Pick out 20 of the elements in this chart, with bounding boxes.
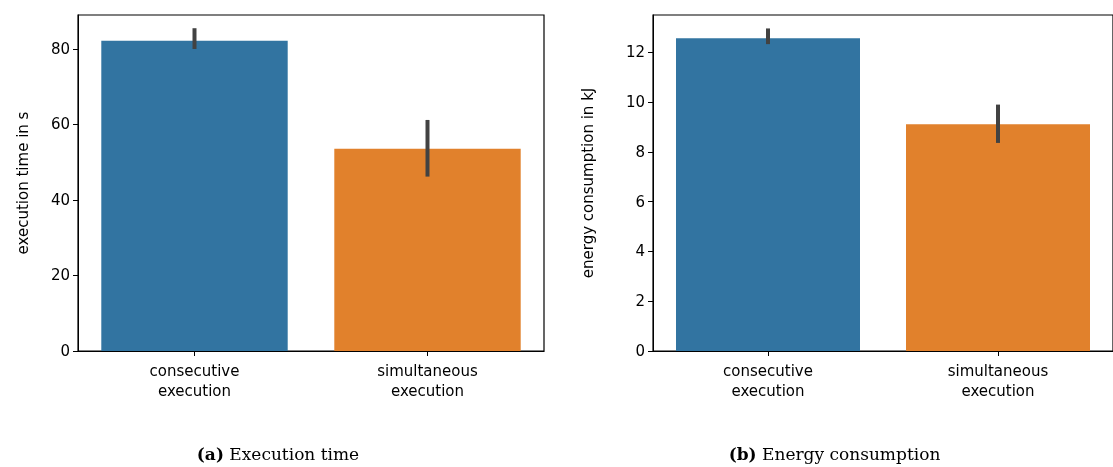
y-tick-label: 20: [50, 266, 70, 285]
x-tick-label: consecutive execution: [149, 362, 240, 400]
y-axis-title: execution time in s: [13, 111, 32, 255]
y-tick-label: 60: [50, 115, 70, 134]
y-tick-label: 6: [635, 192, 645, 211]
y-tick-label: 10: [625, 93, 645, 112]
text: (a) Execution time: [196, 443, 360, 464]
y-axis-title: energy consumption in kJ: [578, 87, 597, 279]
x-tick-label: simultaneous execution: [947, 362, 1049, 400]
y-tick-label: 0: [635, 342, 645, 360]
x-tick-label: simultaneous execution: [377, 362, 478, 400]
y-tick-label: 4: [635, 242, 645, 261]
text: (b) Energy consumption: [728, 443, 941, 464]
x-tick-label: consecutive execution: [723, 362, 813, 400]
y-tick-label: 0: [60, 342, 70, 360]
y-tick-label: 80: [50, 39, 70, 58]
y-tick-label: 8: [635, 142, 645, 161]
y-tick-label: 40: [50, 190, 70, 209]
y-tick-label: 12: [625, 43, 645, 62]
y-tick-label: 2: [635, 292, 645, 311]
